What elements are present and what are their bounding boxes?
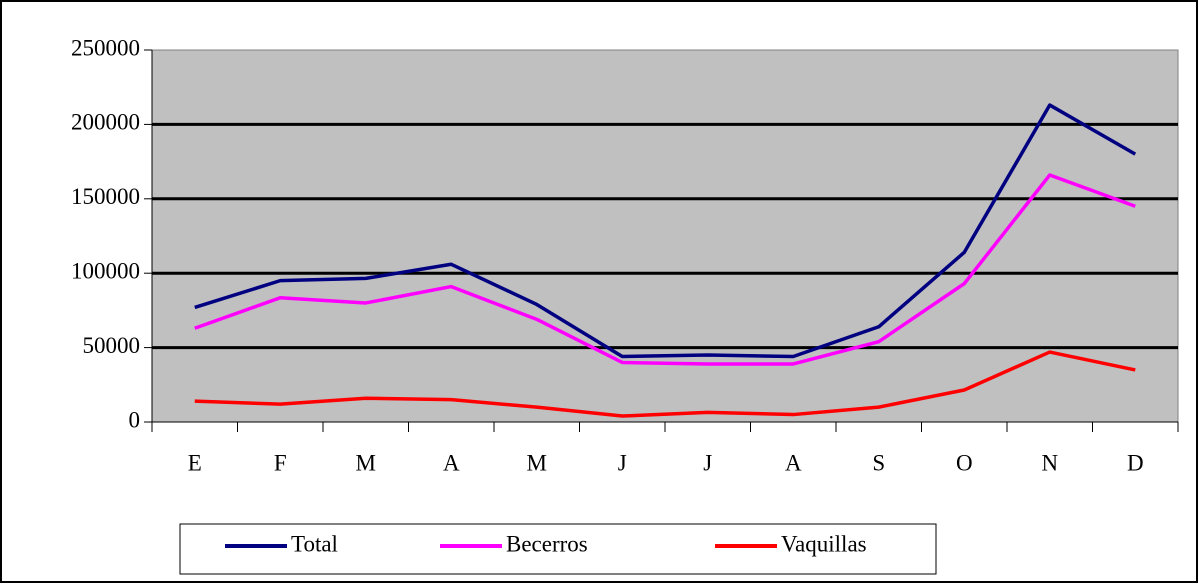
legend-label: Vaquillas: [781, 531, 867, 556]
y-tick-label: 50000: [83, 333, 141, 358]
y-tick-label: 250000: [71, 35, 140, 60]
x-tick-label: O: [956, 450, 973, 475]
series-line: [194, 103, 1137, 359]
x-tick-label: J: [618, 450, 627, 475]
legend-box: [179, 523, 937, 575]
y-tick-label: 100000: [71, 258, 140, 283]
x-tick-label: F: [274, 450, 287, 475]
series-line: [194, 173, 1136, 366]
x-tick-label: N: [1041, 450, 1058, 475]
x-tick-label: A: [443, 450, 460, 475]
y-tick-label: 200000: [71, 110, 140, 135]
x-tick-label: E: [188, 450, 202, 475]
legend-label: Becerros: [506, 531, 588, 556]
x-tick-label: D: [1127, 450, 1144, 475]
x-tick-label: M: [527, 450, 547, 475]
y-tick-label: 150000: [71, 184, 140, 209]
y-tick-label: 0: [129, 407, 141, 432]
series-line: [194, 350, 1136, 418]
x-tick-label: J: [703, 450, 712, 475]
x-tick-label: M: [356, 450, 376, 475]
x-tick-label: A: [785, 450, 802, 475]
x-tick-label: S: [872, 450, 885, 475]
plot-area: [151, 49, 1179, 423]
legend-label: Total: [291, 531, 338, 556]
